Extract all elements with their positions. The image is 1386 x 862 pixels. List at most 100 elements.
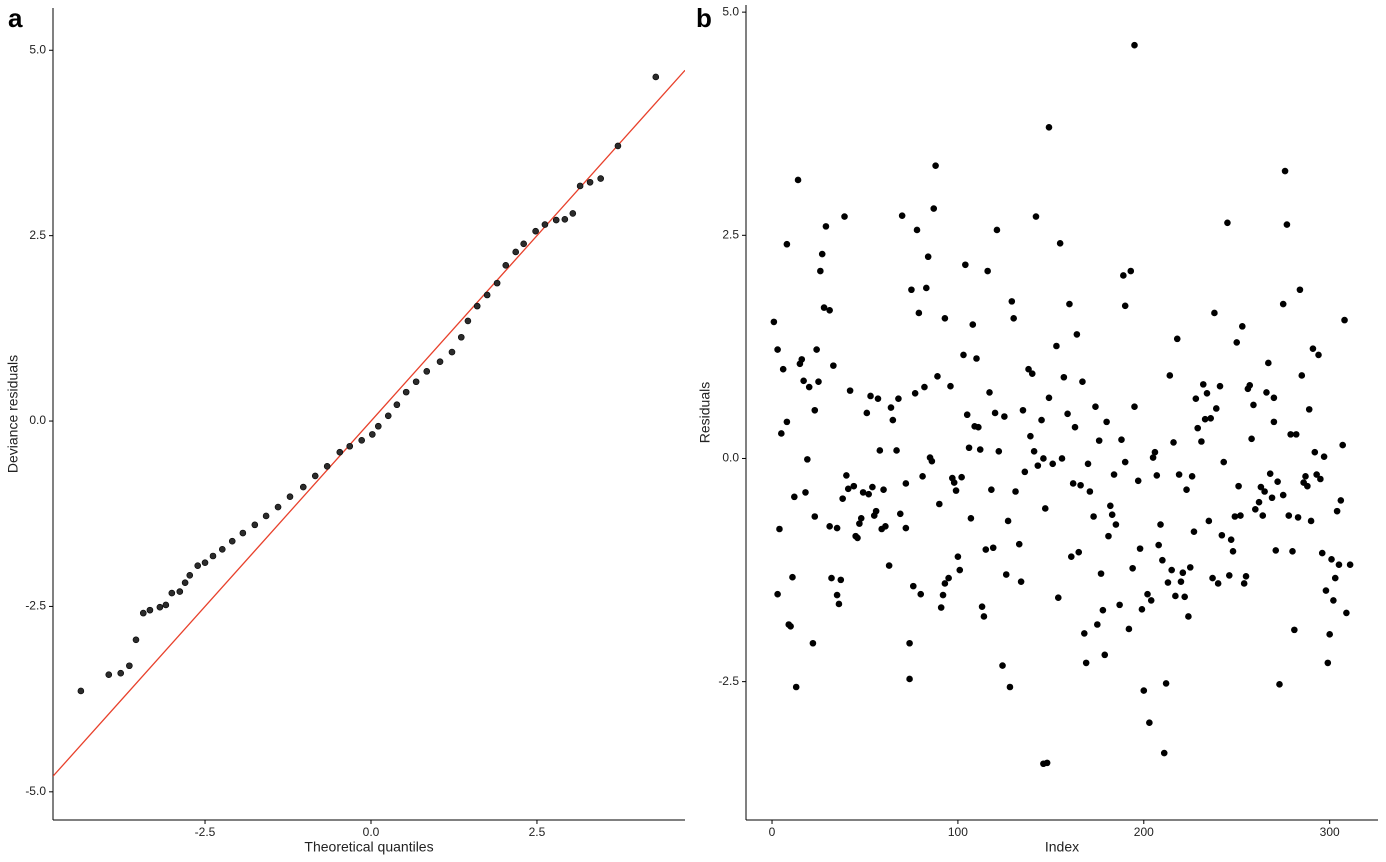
- point: [813, 346, 820, 353]
- point: [986, 389, 993, 396]
- point: [1134, 477, 1142, 485]
- point: [146, 606, 154, 614]
- point: [1341, 316, 1348, 324]
- point: [1276, 681, 1283, 688]
- point: [919, 473, 926, 480]
- point: [457, 333, 465, 341]
- point: [1056, 240, 1064, 247]
- point: [805, 383, 813, 391]
- point: [802, 489, 809, 496]
- point: [1112, 521, 1120, 528]
- point: [1181, 593, 1188, 601]
- point: [937, 604, 945, 611]
- point: [1292, 431, 1300, 438]
- point: [947, 382, 954, 390]
- point: [969, 321, 977, 328]
- point: [1129, 564, 1136, 572]
- point: [1322, 587, 1330, 594]
- point: [794, 176, 802, 184]
- point: [908, 286, 915, 294]
- point: [1346, 561, 1354, 568]
- point: [818, 250, 826, 258]
- point: [976, 446, 984, 453]
- x-tick-label: -2.5: [195, 825, 216, 839]
- point: [1185, 613, 1192, 620]
- point: [893, 447, 900, 454]
- point: [880, 486, 887, 494]
- point: [1095, 437, 1103, 444]
- y-tick-label: -2.5: [25, 599, 46, 613]
- point: [1146, 719, 1153, 726]
- point: [436, 358, 444, 366]
- point: [1049, 460, 1057, 468]
- point: [181, 579, 189, 587]
- point: [857, 514, 865, 522]
- point: [1017, 578, 1025, 585]
- y-tick-label: 0.0: [722, 451, 739, 465]
- point: [945, 574, 952, 582]
- point: [1101, 651, 1109, 659]
- y-tick-label: -5.0: [25, 784, 46, 798]
- point: [1159, 556, 1166, 564]
- point: [1170, 439, 1177, 446]
- point: [552, 216, 560, 224]
- point: [909, 582, 917, 590]
- point: [1229, 548, 1237, 555]
- point: [1205, 517, 1213, 525]
- y-axis-title: Deviance residuals: [5, 355, 21, 473]
- point: [783, 240, 791, 248]
- point: [1066, 300, 1073, 308]
- point: [896, 510, 904, 518]
- point: [1190, 528, 1198, 535]
- point: [995, 448, 1003, 455]
- point: [1064, 410, 1071, 418]
- point: [132, 636, 140, 644]
- point: [1194, 424, 1201, 432]
- point: [809, 639, 817, 647]
- point: [1201, 415, 1209, 423]
- point: [798, 356, 806, 363]
- point: [776, 525, 783, 533]
- point: [1328, 556, 1335, 563]
- point: [934, 373, 941, 380]
- point: [274, 503, 282, 511]
- point: [597, 175, 604, 182]
- point: [789, 573, 796, 581]
- y-tick-label: -2.5: [718, 674, 739, 688]
- point: [1090, 513, 1097, 520]
- point: [502, 262, 510, 269]
- point: [906, 675, 913, 683]
- point: [541, 221, 549, 228]
- point: [1138, 606, 1146, 613]
- point: [532, 227, 539, 235]
- point: [844, 485, 852, 493]
- point: [915, 309, 923, 317]
- point: [923, 284, 930, 292]
- point: [1291, 626, 1298, 634]
- point: [950, 479, 958, 486]
- point: [1307, 517, 1315, 525]
- point: [77, 687, 85, 695]
- point: [1285, 512, 1293, 519]
- point: [1339, 441, 1346, 449]
- point: [817, 267, 824, 275]
- point: [811, 513, 819, 520]
- point: [887, 404, 895, 411]
- point: [921, 383, 928, 391]
- point: [1298, 372, 1306, 379]
- point: [1004, 517, 1012, 525]
- panel-label: a: [8, 3, 23, 33]
- point: [980, 613, 988, 620]
- point: [311, 472, 319, 480]
- point: [1151, 448, 1159, 456]
- point: [162, 601, 170, 609]
- y-axis-title: Residuals: [697, 382, 713, 443]
- point: [1343, 609, 1350, 617]
- point: [1255, 498, 1263, 506]
- point: [105, 671, 113, 678]
- point: [1040, 455, 1047, 462]
- point: [1287, 431, 1294, 438]
- point: [1337, 497, 1345, 504]
- point: [774, 590, 781, 598]
- point: [1162, 680, 1170, 687]
